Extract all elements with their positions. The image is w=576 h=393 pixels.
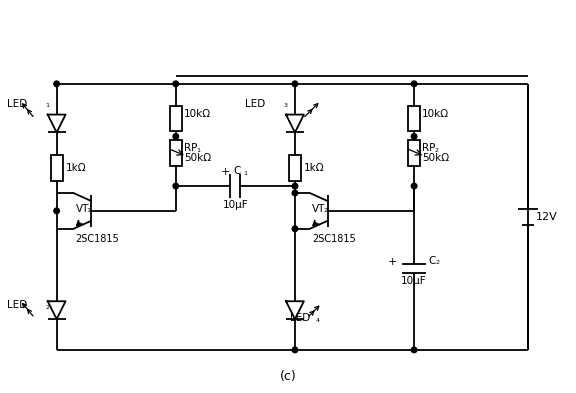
Circle shape bbox=[411, 134, 417, 139]
Text: $_2$: $_2$ bbox=[45, 303, 50, 312]
Text: $_4$: $_4$ bbox=[315, 316, 320, 325]
Bar bbox=[170, 140, 182, 166]
Text: 10μF: 10μF bbox=[401, 276, 427, 286]
Text: LED: LED bbox=[290, 313, 310, 323]
Text: $_1$: $_1$ bbox=[243, 169, 249, 178]
Text: 10kΩ: 10kΩ bbox=[184, 108, 211, 119]
Text: 10kΩ: 10kΩ bbox=[422, 108, 449, 119]
Text: 1kΩ: 1kΩ bbox=[304, 163, 324, 173]
Circle shape bbox=[292, 190, 298, 196]
Bar bbox=[289, 155, 301, 181]
Text: $_1$: $_1$ bbox=[45, 101, 50, 110]
Text: C: C bbox=[428, 255, 435, 266]
Text: RP: RP bbox=[184, 143, 197, 153]
Circle shape bbox=[173, 81, 179, 86]
Text: LED: LED bbox=[245, 99, 265, 108]
Circle shape bbox=[173, 183, 179, 189]
Text: +: + bbox=[388, 257, 397, 266]
Circle shape bbox=[411, 81, 417, 86]
Text: $_2$: $_2$ bbox=[434, 146, 439, 155]
Bar bbox=[408, 140, 420, 166]
Text: $_1$: $_1$ bbox=[196, 146, 201, 155]
Text: 50kΩ: 50kΩ bbox=[184, 153, 211, 163]
Circle shape bbox=[292, 81, 298, 86]
Text: +: + bbox=[221, 167, 230, 177]
Text: 2SC1815: 2SC1815 bbox=[312, 234, 355, 244]
Text: $_3$: $_3$ bbox=[283, 101, 289, 110]
Text: 2SC1815: 2SC1815 bbox=[75, 234, 119, 244]
Circle shape bbox=[173, 134, 179, 139]
Text: (c): (c) bbox=[279, 370, 297, 383]
Text: $_2$: $_2$ bbox=[323, 206, 328, 215]
Circle shape bbox=[54, 208, 59, 214]
Text: VT: VT bbox=[312, 204, 325, 214]
Text: LED: LED bbox=[6, 99, 27, 108]
Circle shape bbox=[54, 81, 59, 86]
Bar bbox=[51, 155, 63, 181]
Text: $_2$: $_2$ bbox=[435, 258, 441, 267]
Circle shape bbox=[411, 183, 417, 189]
Text: C: C bbox=[234, 166, 241, 176]
Bar bbox=[408, 106, 420, 132]
Circle shape bbox=[292, 226, 298, 231]
Text: VT: VT bbox=[75, 204, 89, 214]
Text: 50kΩ: 50kΩ bbox=[422, 153, 449, 163]
Circle shape bbox=[411, 347, 417, 353]
Circle shape bbox=[292, 183, 298, 189]
Text: LED: LED bbox=[6, 300, 27, 310]
Text: 1kΩ: 1kΩ bbox=[66, 163, 86, 173]
Bar bbox=[170, 106, 182, 132]
Circle shape bbox=[292, 347, 298, 353]
Text: 10μF: 10μF bbox=[222, 200, 248, 210]
Text: RP: RP bbox=[422, 143, 435, 153]
Text: $_1$: $_1$ bbox=[86, 206, 92, 215]
Text: 12V: 12V bbox=[536, 212, 558, 222]
